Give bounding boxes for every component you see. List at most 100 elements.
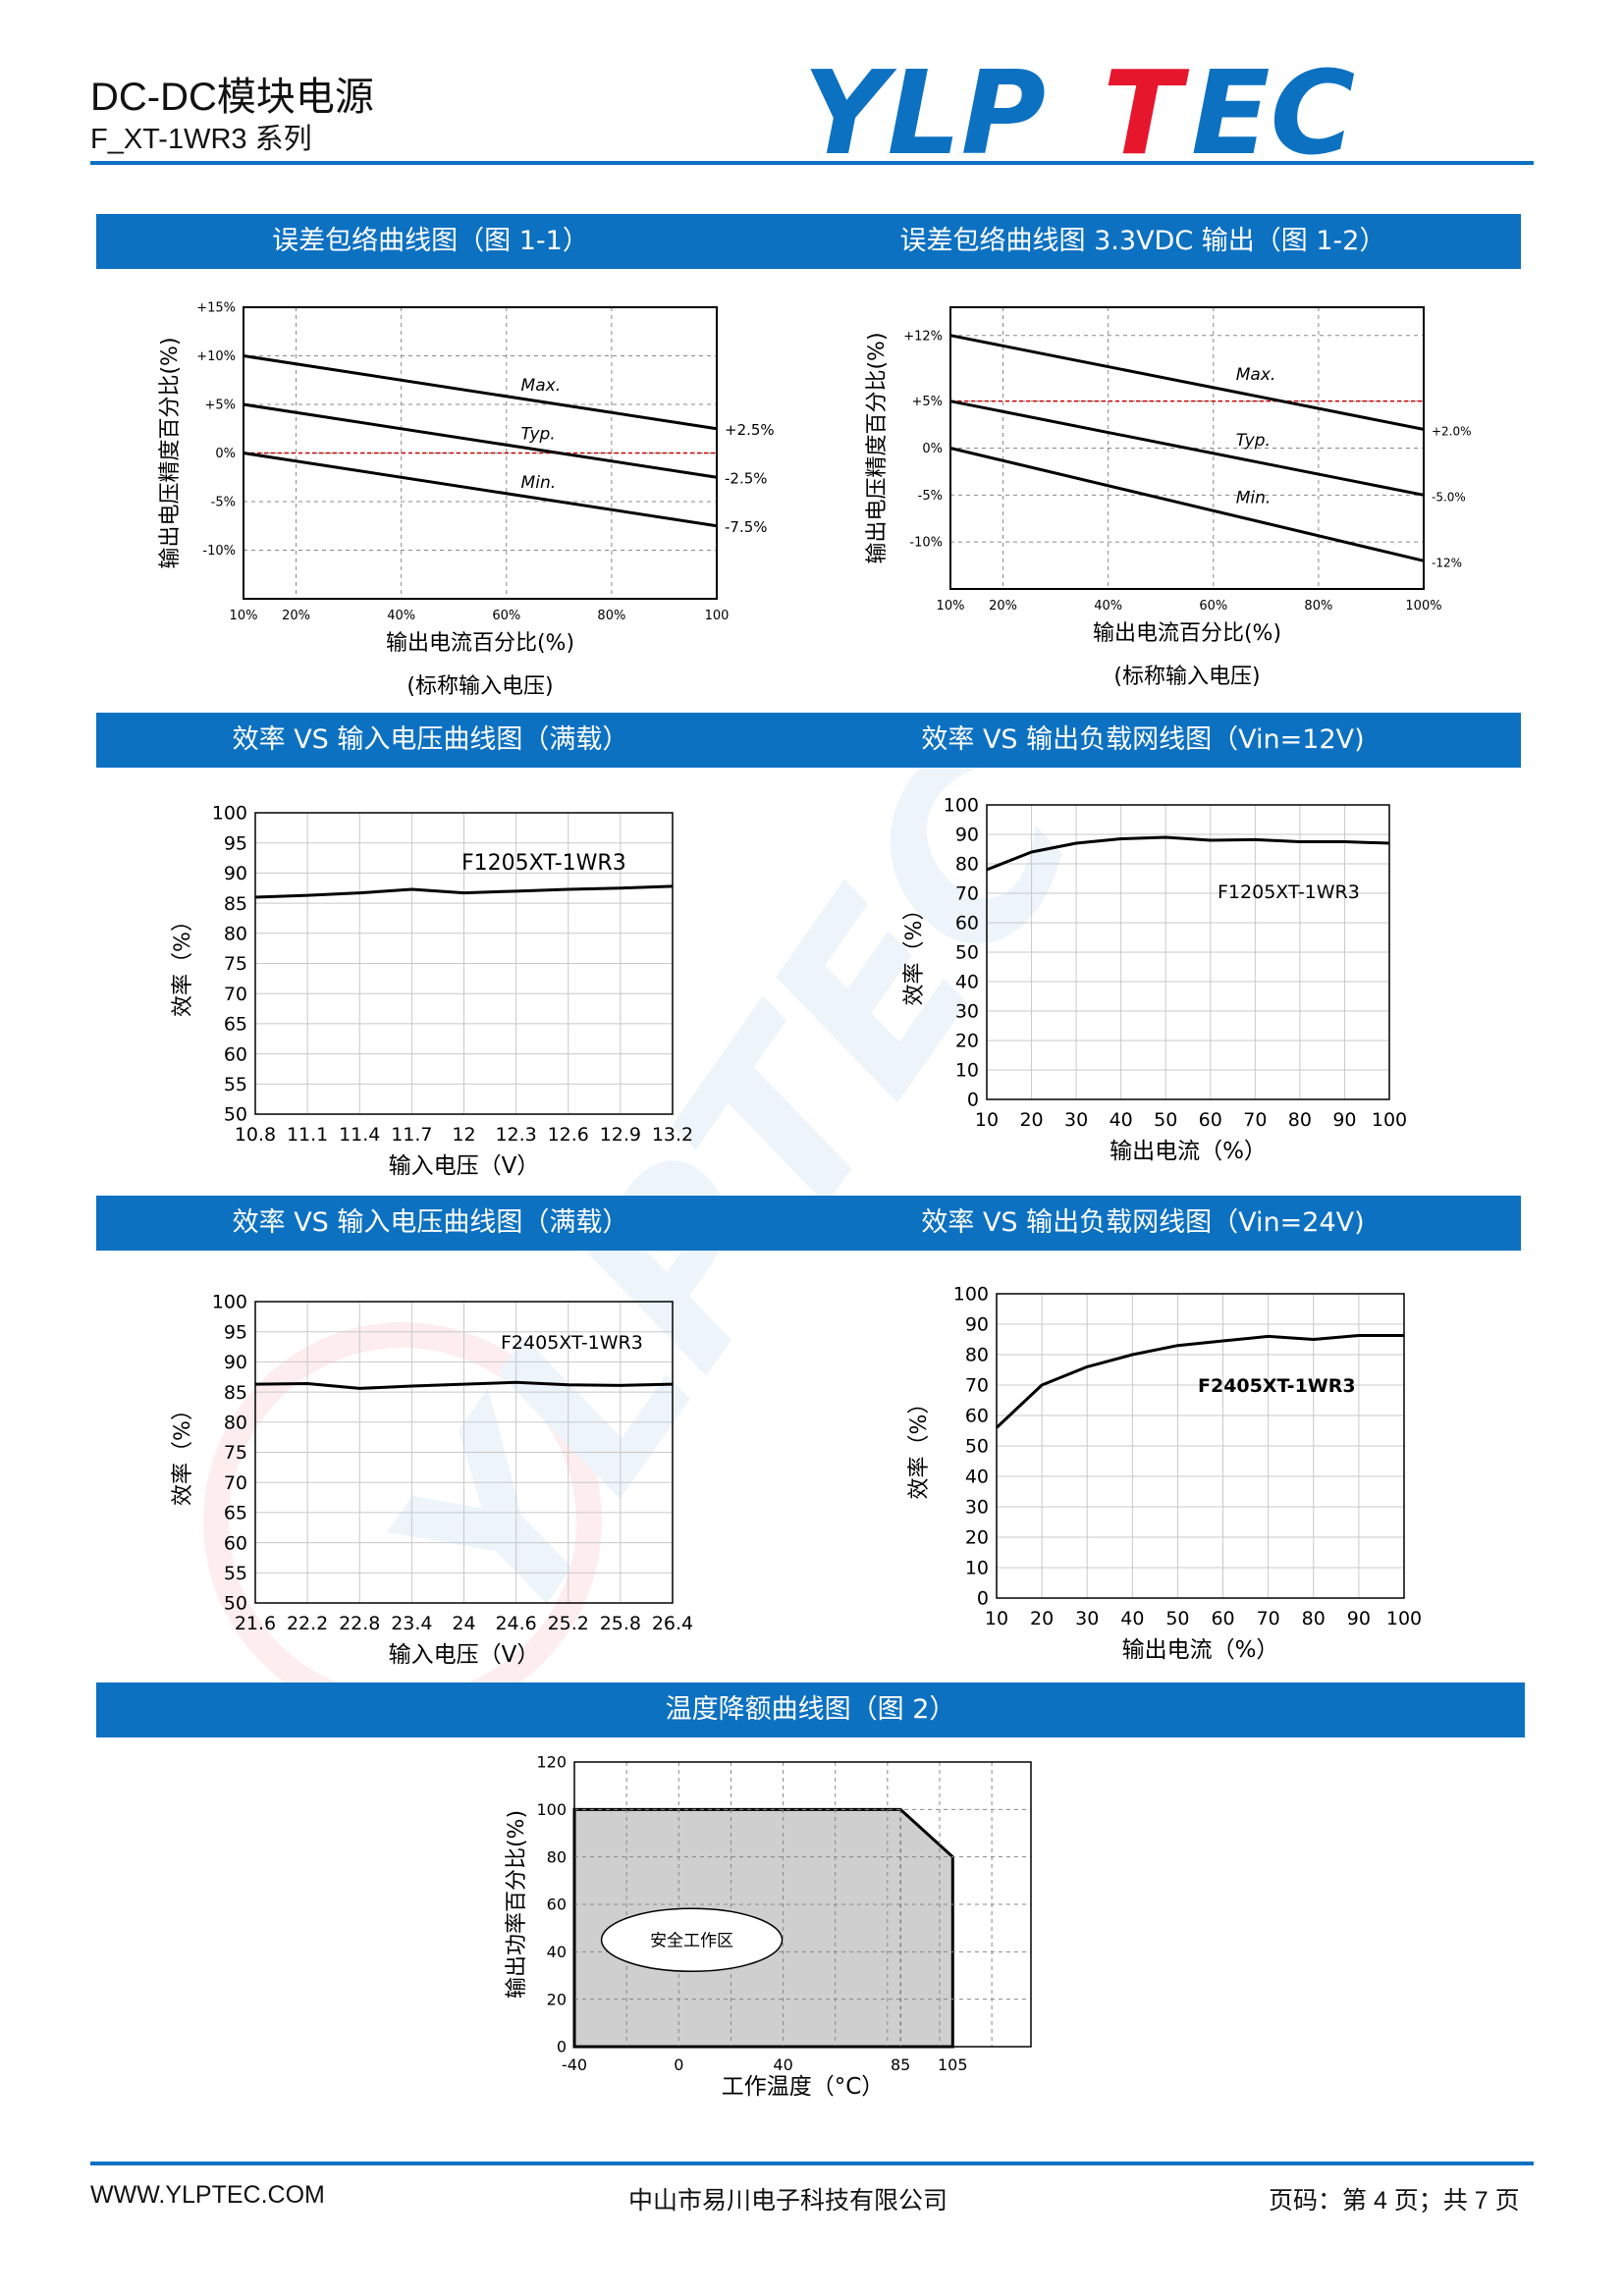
x-tick-label: 60 [1199,1109,1222,1131]
plot-frame [996,1293,1405,1599]
y-tick-label: 90 [965,1314,989,1336]
x-tick-label: 25.8 [600,1613,641,1634]
footer-website[interactable]: WWW.YLPTEC.COM [90,2181,325,2209]
end-value-label: -5.0% [1432,490,1466,504]
x-tick-label: 50 [1154,1109,1177,1131]
x-tick-label: 20% [282,609,310,623]
section-header-error-envelope-3v3: 误差包络曲线图 3.3VDC 输出（图 1-2） [765,214,1521,269]
end-value-label: -2.5% [725,469,768,487]
y-tick-label: 70 [955,883,979,905]
x-tick-label: 13.2 [652,1124,693,1146]
series-label: Min. [1236,488,1272,507]
x-tick-label: 40 [1120,1608,1144,1629]
doc-subtitle: F_XT-1WR3 系列 [90,124,312,155]
x-tick-label: 10 [985,1608,1008,1629]
series-line [243,452,718,528]
y-tick-label: 80 [224,1412,247,1433]
y-tick-label: -5% [211,496,236,510]
y-tick-label: 90 [955,825,979,846]
x-axis-caption: (标称输入电压) [406,674,553,699]
series-line [986,835,1390,872]
y-tick-label: 10 [955,1060,979,1082]
y-tick-label: 120 [536,1753,567,1772]
x-tick-label: 70 [1243,1109,1267,1131]
y-tick-label: 10 [965,1558,989,1579]
x-tick-label: 12.9 [600,1124,641,1146]
y-tick-label: 20 [965,1527,989,1549]
y-tick-label: 50 [965,1436,989,1458]
x-tick-label: 20 [1030,1608,1054,1629]
series-label: Typ. [1236,431,1271,451]
y-axis-title: 输出功率百分比(%) [505,1810,529,1999]
y-tick-label: 30 [955,1001,979,1023]
series-line [243,402,718,479]
x-tick-label: 100 [705,609,730,623]
end-value-label: +2.5% [725,421,775,439]
y-tick-label: 60 [547,1896,567,1914]
header-rule [90,161,1534,165]
y-axis-title: 效率（%） [171,910,195,1017]
y-tick-label: 0 [967,1090,979,1111]
x-axis-title: 输入电压（V） [389,1153,540,1179]
doc-title: DC-DC模块电源 [90,76,374,119]
series-label: Min. [521,473,557,493]
x-tick-label: 80 [1288,1109,1312,1131]
y-tick-label: 60 [965,1406,989,1427]
footer-page-number: 页码：第 4 页；共 7 页 [1269,2187,1520,2215]
y-tick-label: 95 [224,832,247,854]
y-tick-label: -10% [202,544,236,559]
y-tick-label: 75 [224,1442,247,1464]
end-value-label: +2.0% [1432,424,1472,438]
series-line [949,334,1425,431]
x-tick-label: 100 [1372,1109,1407,1131]
x-tick-label: 80% [1304,599,1332,614]
model-label: F1205XT-1WR3 [461,851,626,876]
footer-rule [90,2162,1534,2165]
x-axis-title: 输出电流百分比(%) [386,631,574,656]
section-header-error-envelope: 误差包络曲线图（图 1-1） [96,214,765,269]
model-label: F2405XT-1WR3 [501,1332,643,1354]
x-tick-label: 25.2 [548,1613,589,1634]
y-tick-label: 80 [224,923,247,944]
y-axis-title: 效率（%） [171,1399,195,1506]
y-tick-label: 95 [224,1321,247,1343]
x-tick-label: 11.4 [339,1124,380,1146]
x-tick-label: 80% [597,609,625,623]
y-tick-label: 40 [965,1467,989,1488]
y-tick-label: 20 [547,1990,567,2008]
y-tick-label: 55 [224,1074,247,1095]
footer-company: 中山市易川电子科技有限公司 [628,2187,948,2215]
x-axis-title: 输入电压（V） [389,1642,540,1668]
y-tick-label: 50 [955,942,979,964]
svg-text:T: T [1103,59,1190,157]
y-tick-label: +10% [196,349,236,364]
y-tick-label: 40 [547,1943,567,1961]
y-tick-label: +15% [196,301,236,316]
end-value-label: -12% [1432,556,1462,569]
x-tick-label: 50 [1165,1608,1189,1629]
y-tick-label: 70 [224,1472,247,1494]
series-line [254,1380,674,1390]
y-axis-title: 效率（%） [907,1393,932,1500]
series-line [995,1333,1404,1429]
section-header-eff-vin-12: 效率 VS 输入电压曲线图（满载） [96,713,765,768]
y-tick-label: 65 [224,1014,247,1036]
region-label-box [600,1907,784,1972]
svg-text:YLP: YLP [803,59,1046,157]
y-tick-label: 50 [224,1593,247,1615]
y-tick-label: -5% [918,489,943,504]
series-label: Typ. [521,424,556,444]
y-tick-label: 65 [224,1503,247,1524]
x-axis-title: 输出电流（%） [1110,1139,1267,1164]
y-tick-label: 0% [215,447,236,461]
y-tick-label: 50 [224,1104,247,1126]
x-tick-label: 11.1 [287,1124,328,1146]
x-tick-label: 40% [1094,599,1122,614]
y-tick-label: 100 [536,1800,567,1819]
y-tick-label: 75 [224,953,247,975]
